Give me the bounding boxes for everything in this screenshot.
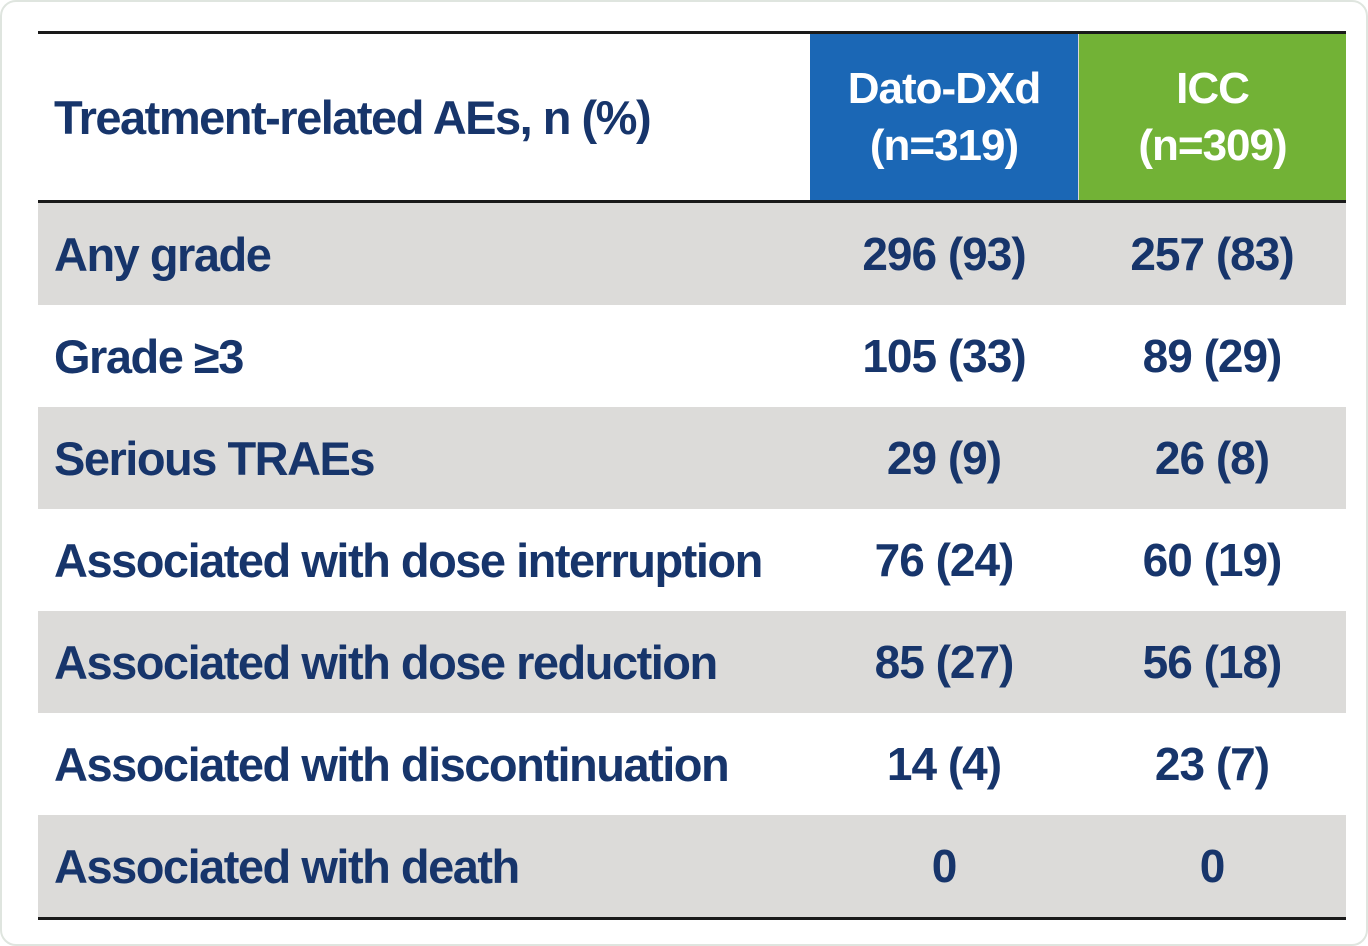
dato-dxd-value: 76 (24) bbox=[874, 534, 1015, 586]
table-row: Associated with dose interruption 76 (24)… bbox=[38, 509, 1346, 611]
row-label: Associated with death bbox=[54, 839, 520, 893]
row-label: Serious TRAEs bbox=[54, 431, 376, 485]
icc-value: 23 (7) bbox=[1154, 738, 1270, 790]
icc-value: 89 (29) bbox=[1142, 330, 1283, 382]
table-row: Associated with discontinuation 14 (4) 23 … bbox=[38, 713, 1346, 815]
table-row: Any grade 296 (93) 257 (83) bbox=[38, 203, 1346, 305]
dato-dxd-value: 0 bbox=[931, 840, 958, 892]
dato-dxd-value: 105 (33) bbox=[862, 330, 1026, 382]
table-row: Associated with death 0 0 bbox=[38, 815, 1346, 917]
ae-table: Treatment-related AEs, n (%) Dato-DXd (n… bbox=[38, 31, 1346, 920]
table-header: Treatment-related AEs, n (%) Dato-DXd (n… bbox=[38, 34, 1346, 203]
dato-dxd-value: 14 (4) bbox=[886, 738, 1002, 790]
table-row: Serious TRAEs 29 (9) 26 (8) bbox=[38, 407, 1346, 509]
col-header-dato-dxd-n: (n=319) bbox=[869, 121, 1019, 170]
table-row: Associated with dose reduction 85 (27) 56 … bbox=[38, 611, 1346, 713]
dato-dxd-value: 29 (9) bbox=[886, 432, 1002, 484]
icc-value: 26 (8) bbox=[1154, 432, 1270, 484]
col-header-dato-dxd: Dato-DXd (n=319) bbox=[810, 34, 1078, 200]
row-label: Grade ≥3 bbox=[54, 329, 244, 383]
table-title: Treatment-related AEs, n (%) bbox=[38, 34, 810, 200]
dato-dxd-value: 296 (93) bbox=[862, 228, 1026, 280]
col-header-icc-name: ICC bbox=[1176, 63, 1250, 113]
row-label: Associated with discontinuation bbox=[54, 737, 730, 791]
col-header-dato-dxd-name: Dato-DXd bbox=[847, 63, 1041, 113]
row-label: Any grade bbox=[54, 227, 272, 281]
row-label: Associated with dose interruption bbox=[54, 533, 763, 587]
icc-value: 56 (18) bbox=[1142, 636, 1283, 688]
icc-value: 60 (19) bbox=[1142, 534, 1283, 586]
col-header-icc: ICC (n=309) bbox=[1078, 34, 1346, 200]
dato-dxd-value: 85 (27) bbox=[874, 636, 1015, 688]
icc-value: 0 bbox=[1199, 840, 1226, 892]
col-header-icc-n: (n=309) bbox=[1138, 121, 1287, 170]
table-body: Any grade 296 (93) 257 (83) Grade ≥3 105 (33… bbox=[38, 203, 1346, 917]
row-label: Associated with dose reduction bbox=[54, 635, 718, 689]
table-row: Grade ≥3 105 (33) 89 (29) bbox=[38, 305, 1346, 407]
icc-value: 257 (83) bbox=[1130, 228, 1294, 280]
